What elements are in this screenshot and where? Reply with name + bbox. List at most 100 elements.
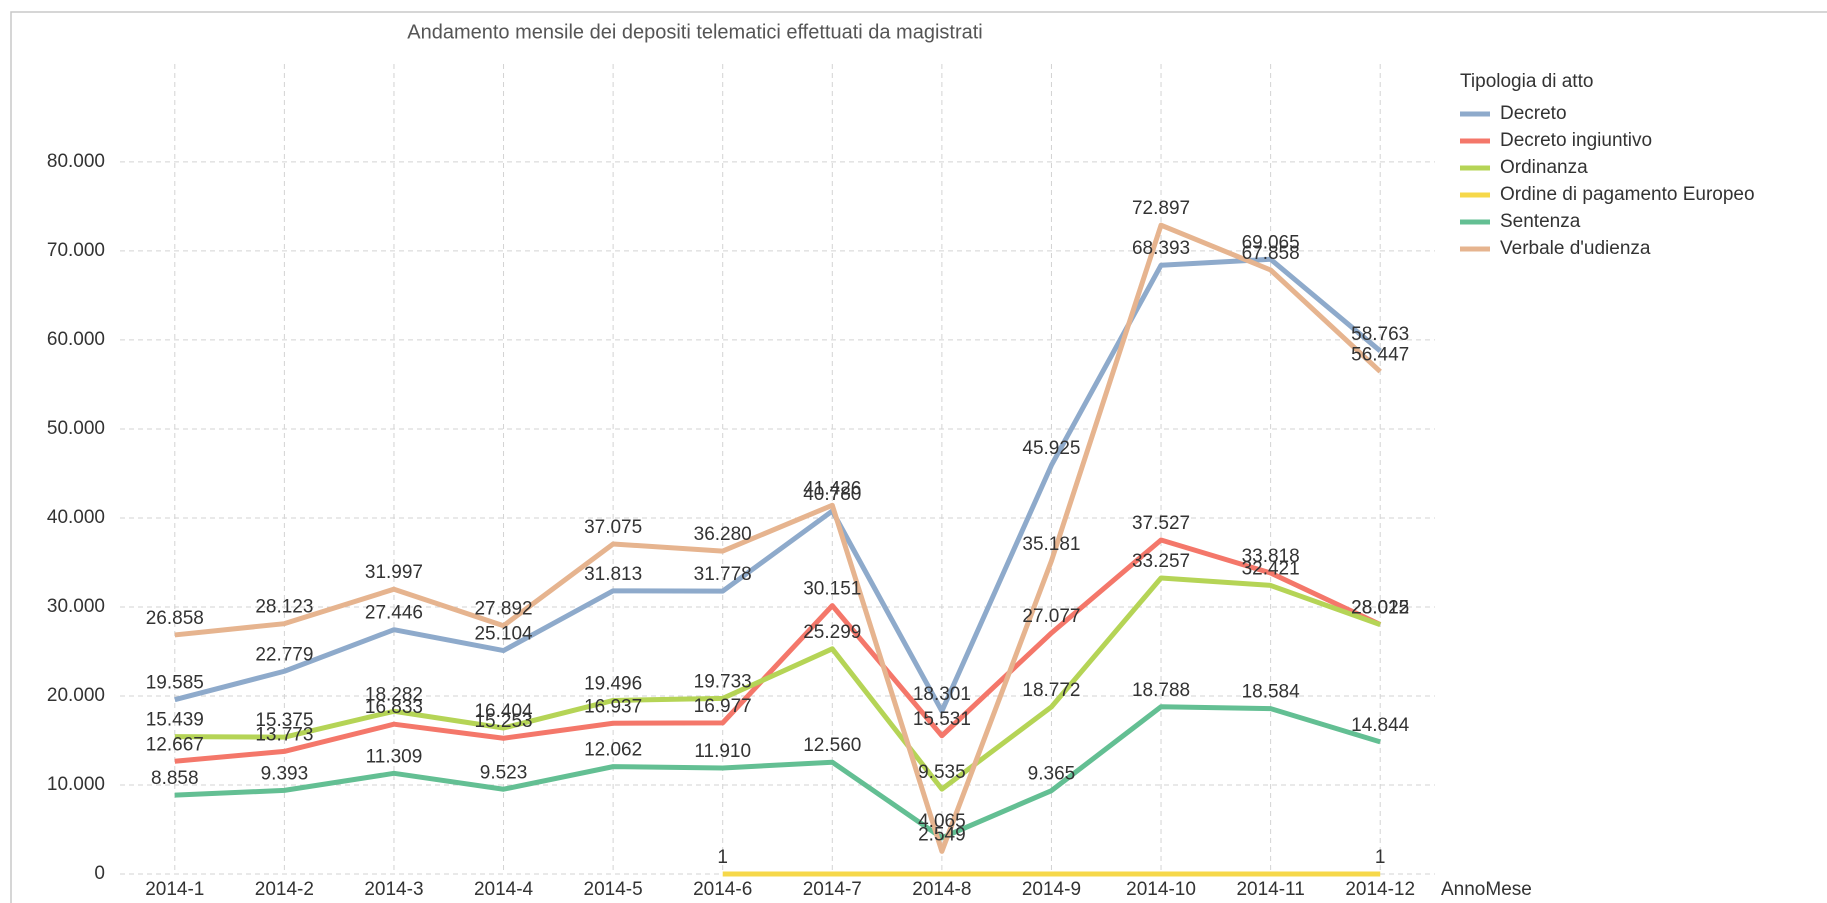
data-label: 16.833 [365,697,423,718]
data-label: 19.585 [146,673,204,694]
data-label: 14.844 [1351,715,1410,736]
data-label: 15.375 [255,710,313,731]
legend-label: Decreto ingiuntivo [1500,130,1652,151]
chart-title: Andamento mensile dei depositi telematic… [407,21,983,43]
data-label: 1 [1375,847,1386,868]
data-label: 15.253 [474,711,532,732]
x-tick-label: 2014-3 [364,879,423,900]
data-label: 1 [717,847,728,868]
data-label: 16.937 [584,696,642,717]
data-label: 27.892 [474,599,532,620]
y-tick-label: 50.000 [47,418,105,439]
data-label: 31.997 [365,562,423,583]
data-label: 56.447 [1351,345,1409,366]
data-label: 16.977 [694,696,752,717]
data-label: 11.910 [694,741,751,762]
x-tick-label: 2014-12 [1345,879,1415,900]
data-label: 28.025 [1351,598,1409,619]
data-label: 72.897 [1132,198,1190,219]
series-line [174,222,1382,854]
data-label: 33.257 [1132,551,1190,572]
value-labels: 19.585 22.779 27.446 25.104 31.813 31.778 40.7… [146,198,1410,868]
x-tick-label: 2014-9 [1022,879,1081,900]
data-label: 4.065 [918,811,966,832]
grid: 0 10.000 20.000 30.000 40.000 50.000 60.000 70.… [47,64,1435,900]
x-tick-label: 2014-4 [474,879,534,900]
data-label: 9.365 [1028,764,1076,785]
data-label: 26.858 [146,608,204,629]
data-label: 36.280 [694,524,752,545]
data-label: 28.123 [255,597,313,618]
data-label: 68.393 [1132,238,1190,259]
legend-label: Decreto [1500,103,1567,124]
legend-label: Ordine di pagamento Europeo [1500,184,1755,205]
data-label: 27.446 [365,603,423,624]
x-tick-label: 2014-10 [1126,879,1196,900]
data-label: 18.301 [913,684,971,705]
data-label: 33.818 [1242,546,1300,567]
data-label: 12.667 [146,734,204,755]
legend: Decreto Decreto ingiuntivo Ordinanza Ordine… [1460,103,1755,259]
data-label: 12.062 [584,740,642,761]
y-tick-label: 10.000 [47,774,105,795]
series-line [174,704,1381,841]
data-label: 18.772 [1022,680,1080,701]
y-tick-label: 80.000 [47,151,105,172]
legend-label: Verbale d'udienza [1500,238,1651,259]
data-label: 37.527 [1132,513,1190,534]
legend-title: Tipologia di atto [1460,71,1593,92]
x-axis-label: AnnoMese [1441,879,1532,900]
data-label: 18.788 [1132,680,1190,701]
data-label: 15.439 [146,710,204,731]
lines [174,222,1382,877]
y-tick-label: 60.000 [47,329,105,350]
data-label: 31.813 [584,564,642,585]
y-tick-label: 30.000 [47,596,105,617]
y-tick-label: 20.000 [47,685,105,706]
data-label: 19.733 [694,671,752,692]
data-label: 67.858 [1242,243,1300,264]
legend-label: Sentenza [1500,211,1581,232]
y-tick-label: 70.000 [47,240,105,261]
data-label: 58.763 [1351,324,1409,345]
data-label: 13.773 [255,724,313,745]
x-tick-label: 2014-7 [803,879,862,900]
x-tick-label: 2014-11 [1236,879,1304,900]
data-label: 9.523 [480,762,528,783]
y-tick-label: 40.000 [47,507,105,528]
data-label: 45.925 [1022,438,1080,459]
data-label: 22.779 [255,644,313,665]
x-tick-label: 2014-2 [255,879,314,900]
data-label: 28.012 [1351,598,1409,619]
series-line [174,575,1382,792]
data-label: 8.858 [151,768,199,789]
data-label: 41.426 [803,478,861,499]
chart-frame [10,11,1827,903]
data-label: 9.393 [261,763,309,784]
data-label: 12.560 [803,735,861,756]
data-label: 37.075 [584,517,642,538]
legend-label: Ordinanza [1500,157,1588,178]
data-label: 19.496 [584,673,642,694]
data-label: 35.181 [1022,534,1080,555]
data-label: 15.531 [913,709,971,730]
data-label: 30.151 [803,579,861,600]
x-tick-label: 2014-1 [145,879,204,900]
data-label: 27.077 [1022,606,1080,627]
y-tick-label: 0 [94,863,105,884]
data-label: 11.309 [366,746,423,767]
data-label: 32.421 [1242,558,1300,579]
data-label: 25.299 [803,622,861,643]
x-tick-label: 2014-8 [912,879,971,900]
series-line [174,256,1382,714]
data-label: 18.584 [1242,682,1301,703]
x-tick-label: 2014-6 [693,879,752,900]
data-label: 2.549 [918,824,966,845]
x-tick-label: 2014-5 [584,879,643,900]
data-label: 18.282 [365,684,423,705]
data-label: 69.065 [1242,232,1300,253]
data-label: 40.780 [803,484,861,505]
data-label: 16.404 [474,701,533,722]
data-label: 25.104 [474,624,533,645]
